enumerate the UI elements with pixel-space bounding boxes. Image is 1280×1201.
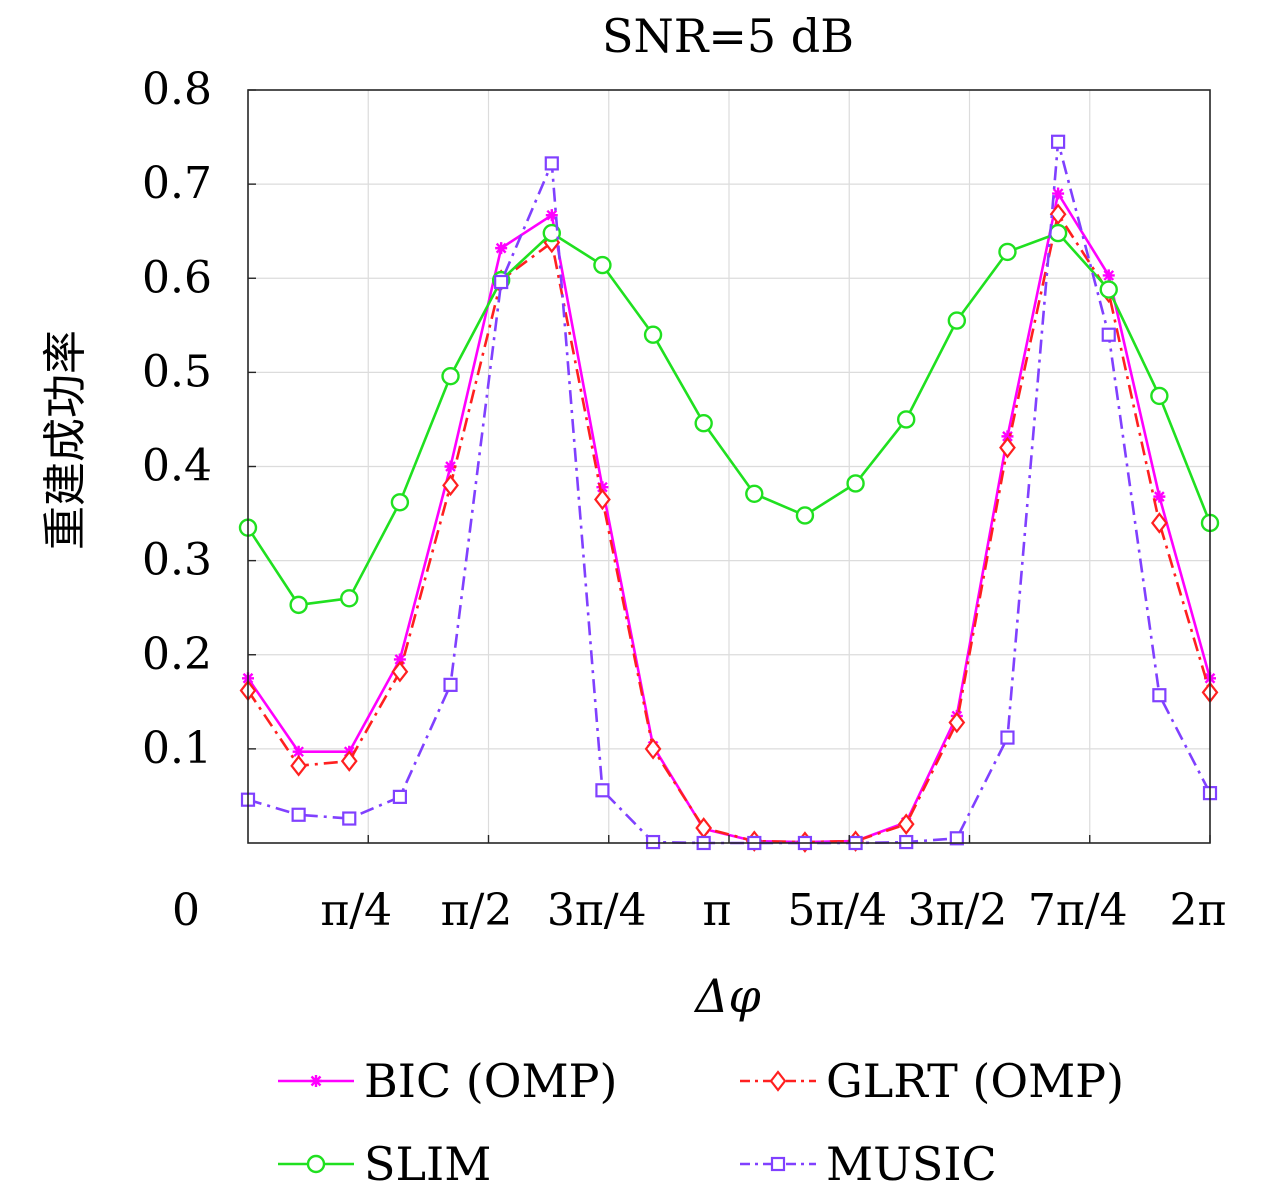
data-point [1049, 203, 1067, 226]
legend-label: BIC (OMP) [364, 1054, 617, 1108]
data-point [1001, 430, 1014, 443]
data-point [545, 209, 558, 222]
legend-entry: MUSIC [740, 1137, 997, 1191]
y-axis-label: 重建成功率 [40, 330, 91, 550]
x-tick-labels: π/4 π/2 3π/4 π 5π/4 3π/2 7π/4 2π [320, 835, 1226, 936]
data-point [444, 460, 457, 473]
legend-marker [769, 1070, 787, 1092]
legend-marker [306, 1154, 326, 1174]
data-point [1150, 512, 1168, 534]
y-tick-labels: 0 0.1 0.2 0.3 0.4 0.5 0.6 0.7 0.8 [142, 64, 256, 936]
data-point [897, 813, 915, 835]
x-axis-label: Δφ [693, 969, 761, 1023]
data-point [542, 223, 561, 243]
data-point [290, 755, 308, 777]
x-tick-label: 5π/4 [787, 885, 887, 936]
data-point [1048, 223, 1068, 243]
legend-marker [310, 1075, 322, 1087]
x-tick-label: 2π [1170, 885, 1227, 936]
data-point [291, 807, 306, 822]
data-point [494, 274, 509, 290]
data-point [392, 789, 407, 804]
y-tick-label: 0.7 [142, 158, 212, 209]
data-point [594, 488, 611, 511]
legend-entry: GLRT (OMP) [740, 1054, 1124, 1108]
data-point [443, 677, 458, 692]
data-point [393, 653, 406, 666]
series-layer [238, 134, 1220, 853]
data-point [645, 834, 661, 850]
data-point [949, 831, 964, 846]
data-point [593, 255, 612, 275]
data-point [998, 242, 1017, 262]
data-point [745, 484, 764, 503]
y-tick-label: 0.2 [142, 629, 212, 680]
legend-label: MUSIC [826, 1137, 997, 1191]
legend-entry: SLIM [278, 1137, 491, 1191]
data-point [495, 242, 508, 255]
data-point [947, 311, 967, 330]
data-point [948, 711, 966, 734]
data-point [391, 660, 409, 683]
y-tick-label: 0.8 [142, 64, 212, 115]
data-point [846, 474, 865, 493]
x-tick-label: π/4 [320, 885, 392, 936]
data-point [390, 493, 410, 512]
data-point [1101, 327, 1116, 342]
legend-label: GLRT (OMP) [826, 1054, 1124, 1108]
data-point [441, 366, 460, 386]
y-tick-label: 0.1 [142, 723, 212, 774]
series-line [247, 140, 1212, 845]
x-tick-label: π [703, 885, 732, 936]
data-point [1150, 386, 1169, 406]
x-tick-label: 3π/4 [547, 885, 647, 936]
series-slim [238, 223, 1220, 615]
data-point [644, 738, 662, 760]
x-tick-label: 3π/2 [908, 885, 1008, 936]
legend-marker [770, 1156, 786, 1172]
data-point [596, 481, 609, 494]
legend: BIC (OMP) GLRT (OMP) SLIM MUSIC [278, 1054, 1124, 1191]
data-point [289, 595, 308, 615]
chart-title: SNR=5 dB [602, 9, 854, 63]
y-tick-label: 0.3 [142, 535, 212, 586]
data-point [897, 410, 916, 429]
data-point [1052, 187, 1065, 200]
data-point [999, 436, 1016, 459]
data-point [442, 474, 459, 497]
data-point [1153, 490, 1166, 503]
y-tick-label: 0 [172, 885, 200, 936]
legend-label: SLIM [364, 1137, 491, 1191]
data-point [1152, 688, 1167, 703]
x-tick-label: 7π/4 [1028, 885, 1128, 936]
data-point [340, 589, 359, 608]
legend-entry: BIC (OMP) [278, 1054, 617, 1108]
data-point [544, 156, 559, 171]
grid [248, 90, 1211, 843]
data-point [1051, 134, 1066, 149]
data-point [595, 783, 610, 798]
data-point [340, 750, 358, 772]
data-point [694, 414, 713, 433]
y-tick-label: 0.6 [142, 252, 212, 303]
data-point [795, 506, 815, 525]
y-tick-label: 0.4 [142, 441, 212, 492]
y-tick-label: 0.5 [142, 346, 212, 397]
data-point [1099, 280, 1118, 299]
x-tick-label: π/2 [441, 885, 513, 936]
data-point [342, 811, 357, 826]
data-point [1102, 269, 1115, 282]
data-point [1000, 730, 1015, 745]
data-point [899, 834, 914, 850]
data-point [643, 325, 663, 344]
data-point [292, 745, 305, 758]
